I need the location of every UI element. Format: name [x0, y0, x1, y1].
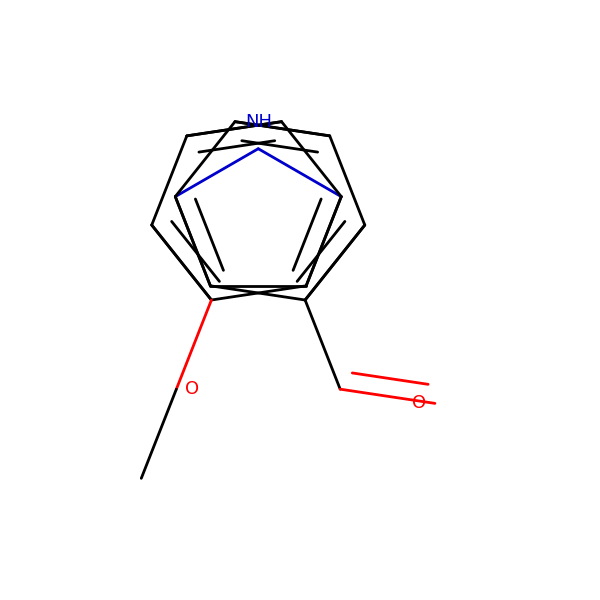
- Text: O: O: [185, 380, 199, 398]
- Text: NH: NH: [245, 113, 272, 131]
- Text: O: O: [412, 394, 426, 412]
